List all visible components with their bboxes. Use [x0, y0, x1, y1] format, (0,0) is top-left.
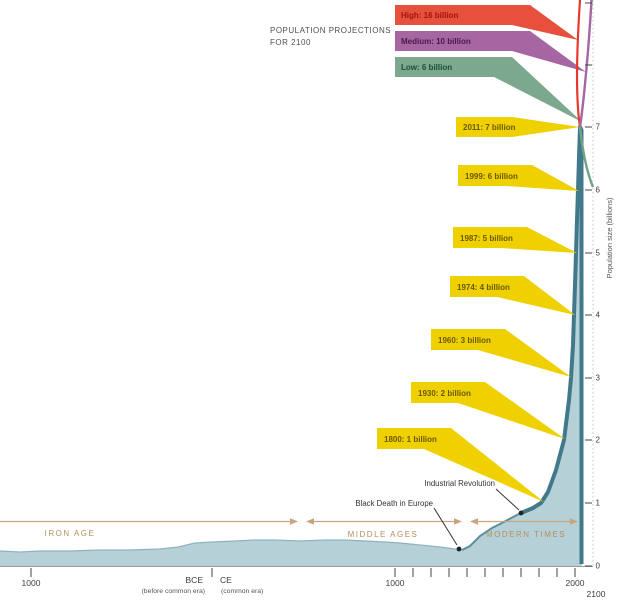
- flag-shape: [456, 117, 580, 137]
- population-curve-rise: [461, 512, 522, 551]
- projection-flag-high: High: 16 billion: [395, 5, 578, 40]
- flag-label: 1960: 3 billion: [438, 336, 491, 345]
- y-axis-ticks: [585, 2, 592, 567]
- projection-low-line: [578, 126, 595, 188]
- era-label-iron-age: IRON AGE: [45, 529, 96, 538]
- flag-label: 2011: 7 billion: [463, 123, 516, 132]
- milestone-flags: 2011: 7 billion 1999: 6 billion 1987: 5 …: [377, 117, 580, 502]
- flag-label: 1999: 6 billion: [465, 172, 518, 181]
- event-black-death: Black Death in Europe: [355, 499, 462, 552]
- y-axis-title: Population size (billions): [605, 197, 614, 278]
- population-curve-edge: [0, 539, 463, 553]
- milestone-flag-1930: 1930: 2 billion: [411, 382, 565, 439]
- era-arrowheads: [290, 518, 578, 525]
- flag-label: High: 16 billion: [401, 11, 458, 20]
- flag-shape: [431, 329, 571, 377]
- projection-flag-medium: Medium: 10 billion: [395, 31, 586, 72]
- x-label-ce-sub: (common era): [221, 588, 263, 595]
- projection-flag-low: Low: 6 billion: [395, 57, 582, 122]
- chart-title-line2: FOR 2100: [270, 38, 311, 47]
- projection-high-line: [575, 0, 582, 128]
- y-tick-2: 2: [596, 436, 601, 445]
- flag-shape: [411, 382, 565, 439]
- milestone-flag-1800: 1800: 1 billion: [377, 428, 544, 502]
- flag-shape: [453, 227, 577, 253]
- x-label-2000: 2000: [566, 578, 585, 588]
- flag-label: 1930: 2 billion: [418, 389, 471, 398]
- flag-shape: [450, 276, 575, 315]
- y-tick-6: 6: [596, 186, 601, 195]
- y-tick-4: 4: [596, 311, 601, 320]
- event-label: Black Death in Europe: [355, 499, 433, 508]
- x-label-ce: CE: [220, 575, 232, 585]
- chart-title-line1: POPULATION PROJECTIONS: [270, 26, 391, 35]
- y-tick-0: 0: [596, 562, 601, 571]
- event-industrial-revolution: Industrial Revolution: [424, 479, 524, 516]
- x-label-2100: 2100: [587, 589, 606, 599]
- x-label-1000-bce: 1000: [22, 578, 41, 588]
- milestone-flag-2011: 2011: 7 billion: [456, 117, 580, 137]
- y-tick-7: 7: [596, 123, 601, 132]
- event-pointer-line: [495, 488, 520, 511]
- event-marker-dot: [518, 510, 524, 516]
- event-marker-dot: [456, 546, 462, 552]
- event-pointer-line: [433, 507, 458, 546]
- flag-shape: [395, 57, 582, 122]
- y-tick-5: 5: [596, 249, 601, 258]
- y-tick-3: 3: [596, 374, 601, 383]
- flag-label: 1800: 1 billion: [384, 435, 437, 444]
- milestone-flag-1987: 1987: 5 billion: [453, 227, 577, 253]
- flag-label: Low: 6 billion: [401, 63, 452, 72]
- flag-shape: [377, 428, 544, 502]
- milestone-flag-1974: 1974: 4 billion: [450, 276, 575, 315]
- flag-label: Medium: 10 billion: [401, 37, 471, 46]
- x-label-bce: BCE: [186, 575, 204, 585]
- flag-shape: [395, 5, 578, 40]
- x-label-bce-sub: (before common era): [142, 588, 205, 595]
- flag-label: 1974: 4 billion: [457, 283, 510, 292]
- milestone-flag-1960: 1960: 3 billion: [431, 329, 571, 377]
- flag-shape: [395, 31, 586, 72]
- x-label-1000-ce: 1000: [386, 578, 405, 588]
- projection-medium-line: [578, 0, 593, 128]
- flag-shape: [458, 165, 579, 191]
- population-curve-steep: [520, 125, 584, 564]
- milestone-flag-1999: 1999: 6 billion: [458, 165, 579, 191]
- flag-label: 1987: 5 billion: [460, 234, 513, 243]
- era-label-middle-ages: MIDDLE AGES: [348, 530, 419, 539]
- y-tick-1: 1: [596, 499, 601, 508]
- x-axis-ticks: [30, 568, 576, 577]
- era-label-modern-times: MODERN TIMES: [486, 530, 566, 539]
- event-label: Industrial Revolution: [424, 479, 495, 488]
